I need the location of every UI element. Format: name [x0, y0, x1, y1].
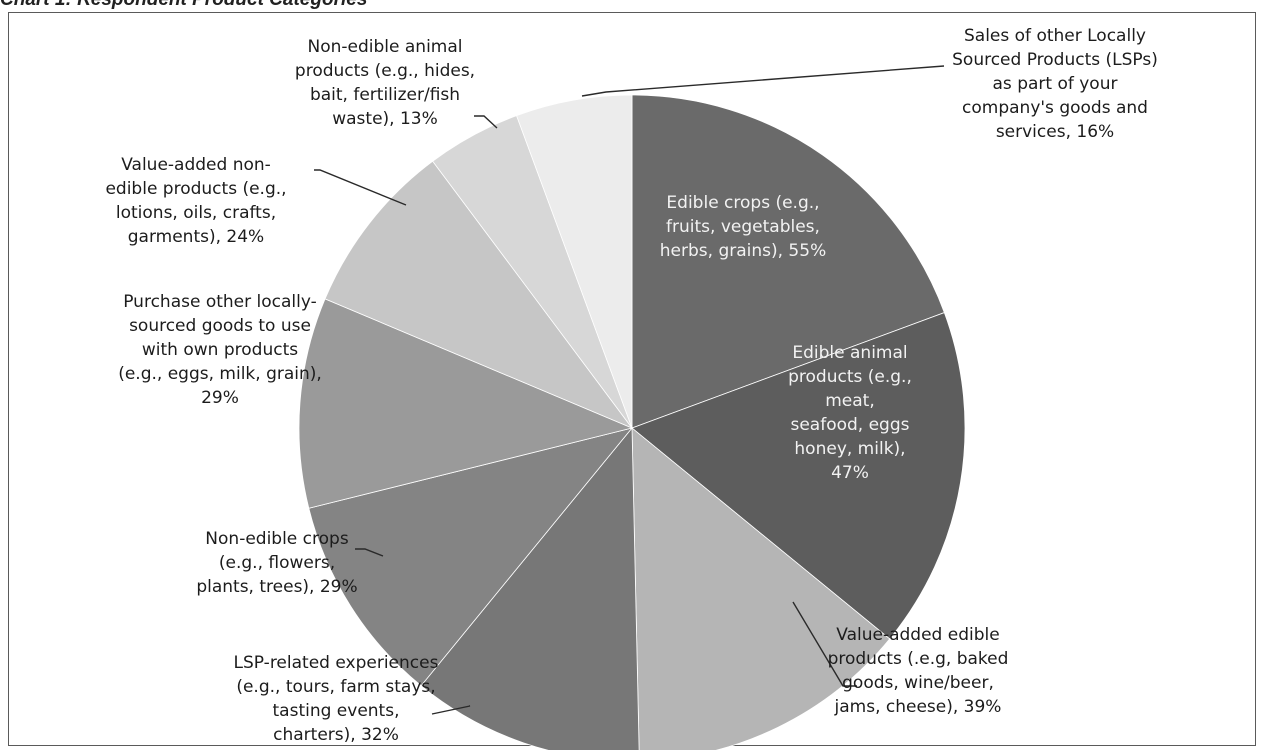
- leader-line-4: [431, 705, 471, 715]
- pie-slice-9: [516, 94, 633, 429]
- slice-label-6: Purchase other locally-sourced goods to …: [118, 292, 322, 408]
- pie-slice-1: [631, 94, 945, 429]
- leader-line-9: [581, 65, 945, 97]
- slice-label-4: LSP-related experiences (e.g., tours, far…: [234, 653, 439, 745]
- slice-label-3: Value-added edible products (.e.g, baked g…: [828, 625, 1009, 717]
- slice-label-8: Non-edible animal products (e.g., hides, b…: [295, 37, 475, 129]
- pie-slices: [298, 94, 966, 750]
- pie-slice-3: [631, 427, 891, 750]
- leader-line-5: [355, 548, 384, 557]
- slice-label-2: Edible animal products (e.g., meat, seafood…: [788, 343, 912, 483]
- pie-slice-6: [298, 298, 634, 509]
- chart-title: Chart 1: Respondent Product Categories: [0, 0, 367, 11]
- pie-slice-7: [324, 160, 634, 429]
- leader-line-3: [792, 601, 857, 687]
- leader-line-7: [314, 169, 407, 206]
- pie-slice-4: [420, 426, 640, 750]
- leader-line-8: [474, 115, 498, 129]
- slice-label-7: Value-added non-edible products (e.g., lo…: [105, 155, 286, 247]
- leader-lines: [314, 65, 945, 715]
- slice-label-1: Edible crops (e.g., fruits, vegetables, he…: [660, 193, 826, 261]
- pie-slice-2: [631, 312, 966, 640]
- slice-label-9: Sales of other Locally Sourced Products (…: [952, 26, 1158, 142]
- slice-labels: Edible crops (e.g., fruits, vegetables, he…: [105, 26, 1157, 745]
- slice-label-5: Non-edible crops (e.g., flowers, plants, t…: [196, 529, 357, 597]
- pie-slice-5: [308, 427, 634, 687]
